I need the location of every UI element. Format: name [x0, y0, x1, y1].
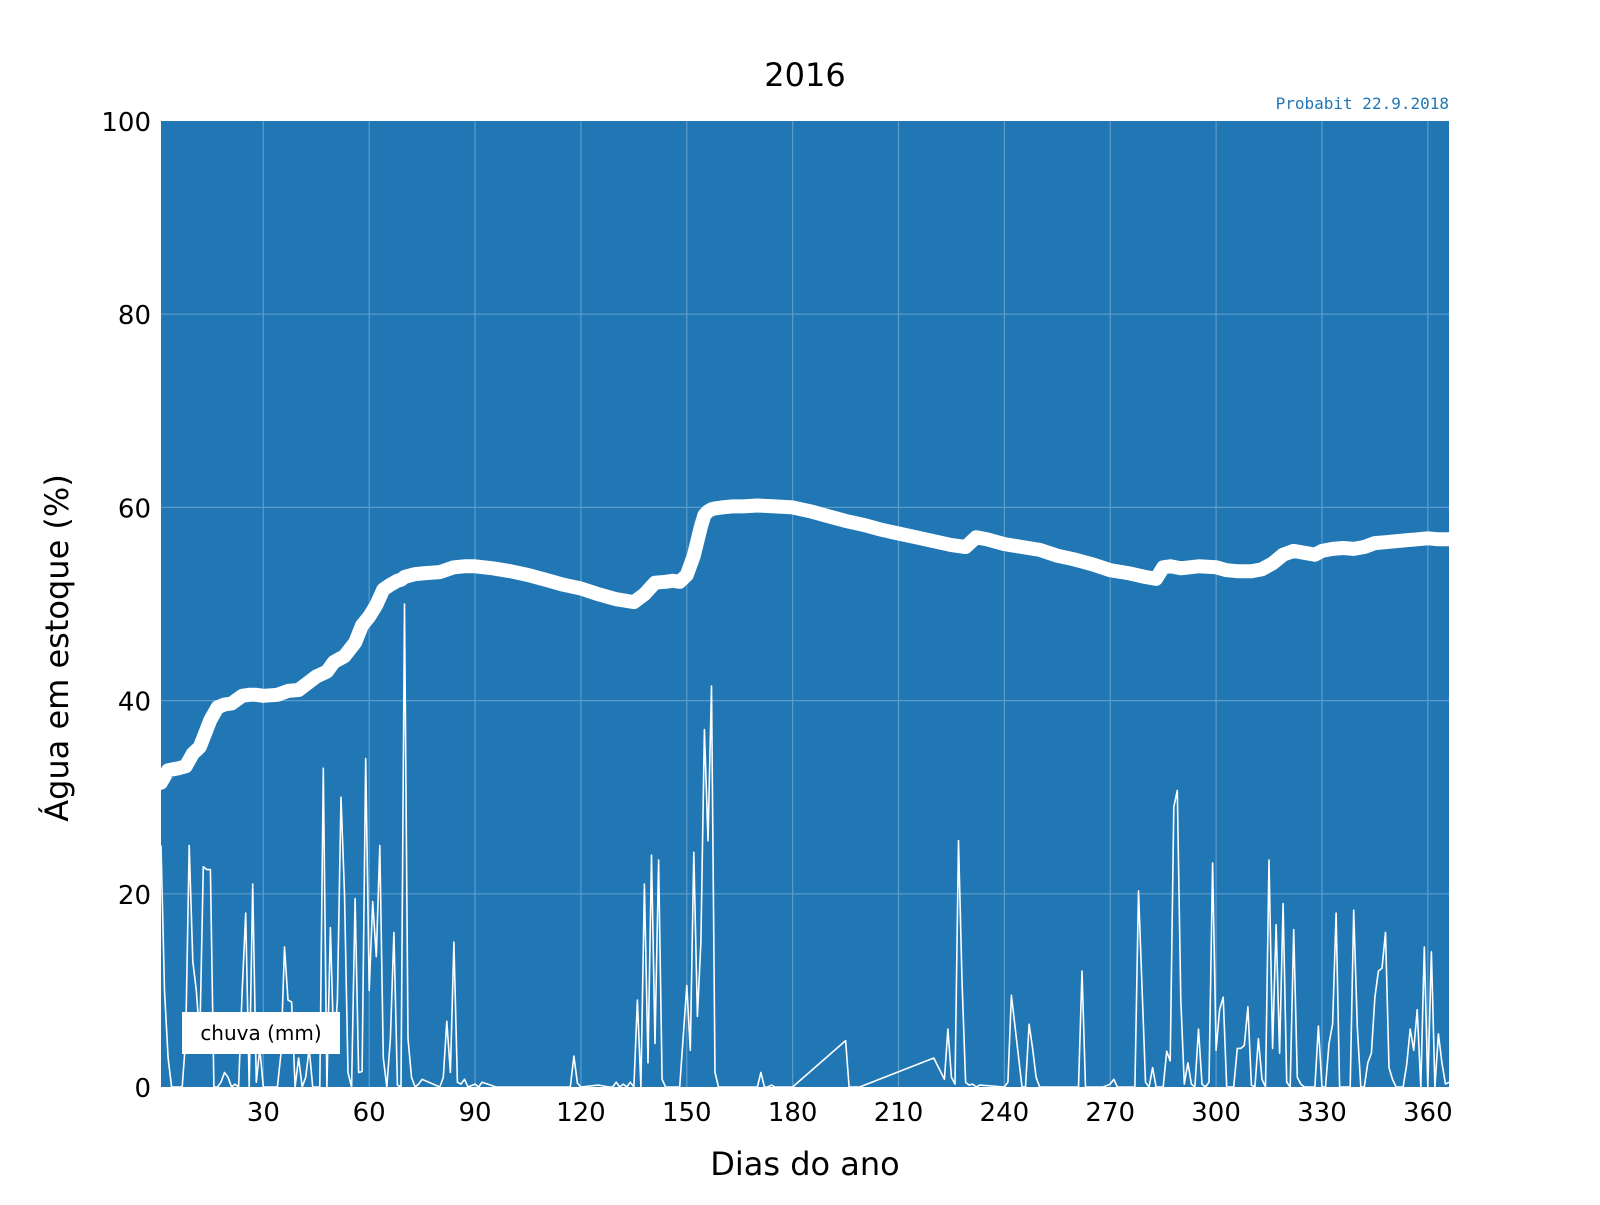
x-tick-label: 30 [247, 1098, 280, 1128]
y-axis-label: Água em estoque (%) [38, 474, 76, 822]
x-tick-label: 150 [662, 1098, 712, 1128]
y-tick-label: 80 [118, 301, 151, 331]
x-axis-ticks: 30 60 90 120 150 180 210 240 270 300 330 360 [247, 1098, 1453, 1128]
rain-series-line [160, 603, 1450, 1088]
x-tick-label: 360 [1403, 1098, 1453, 1128]
watermark: Probabit 22.9.2018 [1276, 94, 1449, 113]
x-tick-label: 300 [1191, 1098, 1241, 1128]
legend: chuva (mm) [182, 1012, 340, 1054]
x-tick-label: 180 [768, 1098, 818, 1128]
x-tick-label: 270 [1085, 1098, 1135, 1128]
y-tick-label: 20 [118, 881, 151, 911]
series-layer [154, 498, 1456, 1088]
y-tick-label: 0 [134, 1074, 151, 1104]
y-tick-label: 60 [118, 494, 151, 524]
y-axis-ticks: 0 20 40 60 80 100 [101, 108, 151, 1104]
x-tick-label: 330 [1297, 1098, 1347, 1128]
legend-box [182, 1012, 340, 1054]
x-tick-label: 120 [556, 1098, 606, 1128]
x-axis-label: Dias do ano [710, 1145, 900, 1183]
legend-label-rain: chuva (mm) [200, 1021, 321, 1045]
x-tick-label: 90 [459, 1098, 492, 1128]
x-tick-label: 210 [874, 1098, 924, 1128]
x-tick-label: 240 [980, 1098, 1030, 1128]
storage-series-line [154, 498, 1456, 790]
x-tick-label: 60 [353, 1098, 386, 1128]
y-tick-label: 40 [118, 688, 151, 718]
y-tick-label: 100 [101, 108, 151, 138]
chart-title: 2016 [764, 56, 845, 94]
